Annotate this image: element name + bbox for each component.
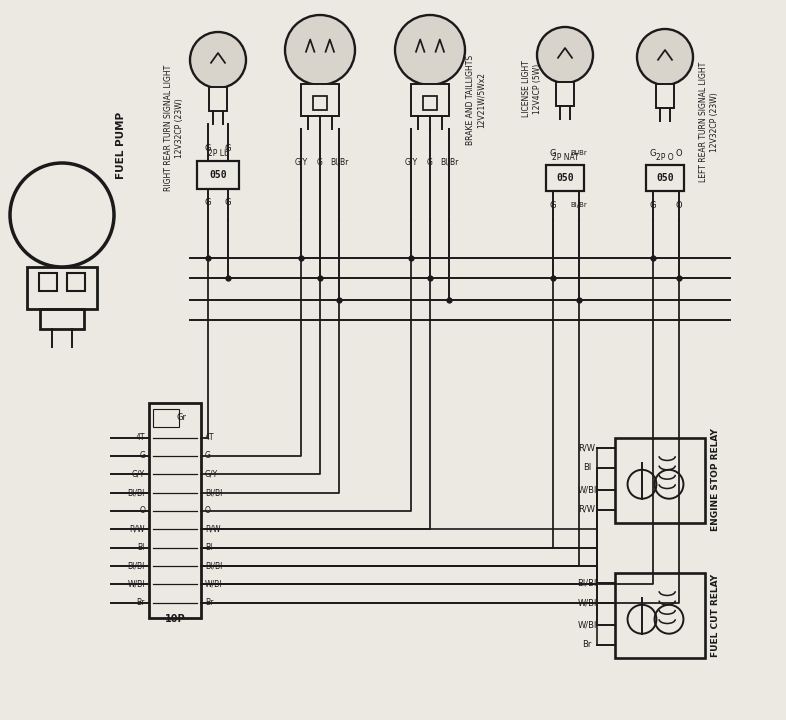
Text: G: G [427,158,433,166]
Text: Bl/Br: Bl/Br [440,158,458,166]
Text: LICENSE LIGHT
12V4CP (5W): LICENSE LIGHT 12V4CP (5W) [523,60,542,117]
Text: 4T: 4T [135,433,145,442]
Text: ENGINE STOP RELAY: ENGINE STOP RELAY [711,428,720,531]
Text: Bl/Br: Bl/Br [571,150,587,156]
Text: 10P: 10P [165,613,185,624]
Text: FUEL CUT RELAY: FUEL CUT RELAY [711,573,720,657]
Text: Bl/Br: Bl/Br [330,158,348,166]
Text: Bl/Bl: Bl/Bl [205,488,222,497]
Text: 050: 050 [556,173,574,183]
Bar [411,84,450,115]
Text: O: O [676,148,682,158]
Text: Bl/Bl: Bl/Bl [127,488,145,497]
Bar [546,165,584,191]
Text: G/Y: G/Y [404,158,417,166]
Text: G/Y: G/Y [205,469,219,479]
Text: G: G [650,200,656,210]
Text: R/W: R/W [578,443,596,452]
Bar [149,402,201,618]
Text: G: G [204,143,211,153]
Text: R/W: R/W [130,525,145,534]
Bar [656,84,674,108]
Text: Bl/Bl: Bl/Bl [127,562,145,570]
Circle shape [537,27,593,83]
Circle shape [395,15,465,85]
Text: LEFT REAR TURN SIGNAL LIGHT
12V32CP (23W): LEFT REAR TURN SIGNAL LIGHT 12V32CP (23W… [700,62,718,182]
Bar [153,408,179,426]
Text: G: G [139,451,145,460]
Text: Br: Br [205,598,213,607]
Text: 2P NAT: 2P NAT [552,153,578,162]
Text: O: O [205,506,211,516]
Text: W/Bl: W/Bl [577,598,597,607]
Text: W/Bl: W/Bl [205,580,222,589]
Text: G: G [204,197,211,207]
Bar [615,572,705,657]
Circle shape [637,29,693,85]
Bar [314,96,327,110]
Text: G: G [549,200,556,210]
Bar [424,96,437,110]
Text: 050: 050 [209,170,227,180]
Bar [646,165,684,191]
Text: G: G [205,451,211,460]
Text: G: G [225,197,231,207]
Text: O: O [139,506,145,516]
Text: Bl/Bl: Bl/Bl [577,578,597,587]
Text: R/W: R/W [205,525,221,534]
Text: Bl: Bl [138,543,145,552]
Text: RIGHT REAR TURN SIGNAL LIGHT
12V32CP (23W): RIGHT REAR TURN SIGNAL LIGHT 12V32CP (23… [164,65,184,192]
Text: Bl/Bl: Bl/Bl [205,562,222,570]
Bar [556,82,574,106]
Text: FUEL PUMP: FUEL PUMP [116,112,126,179]
Text: Br: Br [137,598,145,607]
Text: G/Y: G/Y [294,158,307,166]
Text: 4T: 4T [205,433,215,442]
Bar [27,267,97,309]
Text: G/Y: G/Y [132,469,145,479]
Text: G: G [225,143,231,153]
Text: O: O [676,200,682,210]
Bar [301,84,340,115]
Text: Br: Br [582,640,592,649]
Bar [67,273,85,291]
Text: W/Bl: W/Bl [577,485,597,494]
Text: Bl: Bl [583,463,591,472]
Bar [40,309,84,329]
Text: Gr: Gr [176,413,186,422]
Text: 2P O: 2P O [656,153,674,162]
Text: W/Bl: W/Bl [127,580,145,589]
Bar [615,438,705,523]
Text: G: G [650,148,656,158]
Text: G: G [317,158,323,166]
Circle shape [190,32,246,88]
Text: Bl: Bl [205,543,212,552]
Circle shape [285,15,355,85]
Text: G: G [549,148,556,158]
Text: 050: 050 [656,173,674,183]
Text: W/Bl: W/Bl [577,620,597,629]
Text: BRAKE AND TAILLIGHTS
12V21W/5Wx2: BRAKE AND TAILLIGHTS 12V21W/5Wx2 [466,55,486,145]
Bar [39,273,57,291]
Text: Bl/Br: Bl/Br [571,202,587,208]
Text: 2P Lb: 2P Lb [208,149,229,158]
Text: R/W: R/W [578,505,596,514]
Bar [197,161,239,189]
Bar [209,87,227,111]
